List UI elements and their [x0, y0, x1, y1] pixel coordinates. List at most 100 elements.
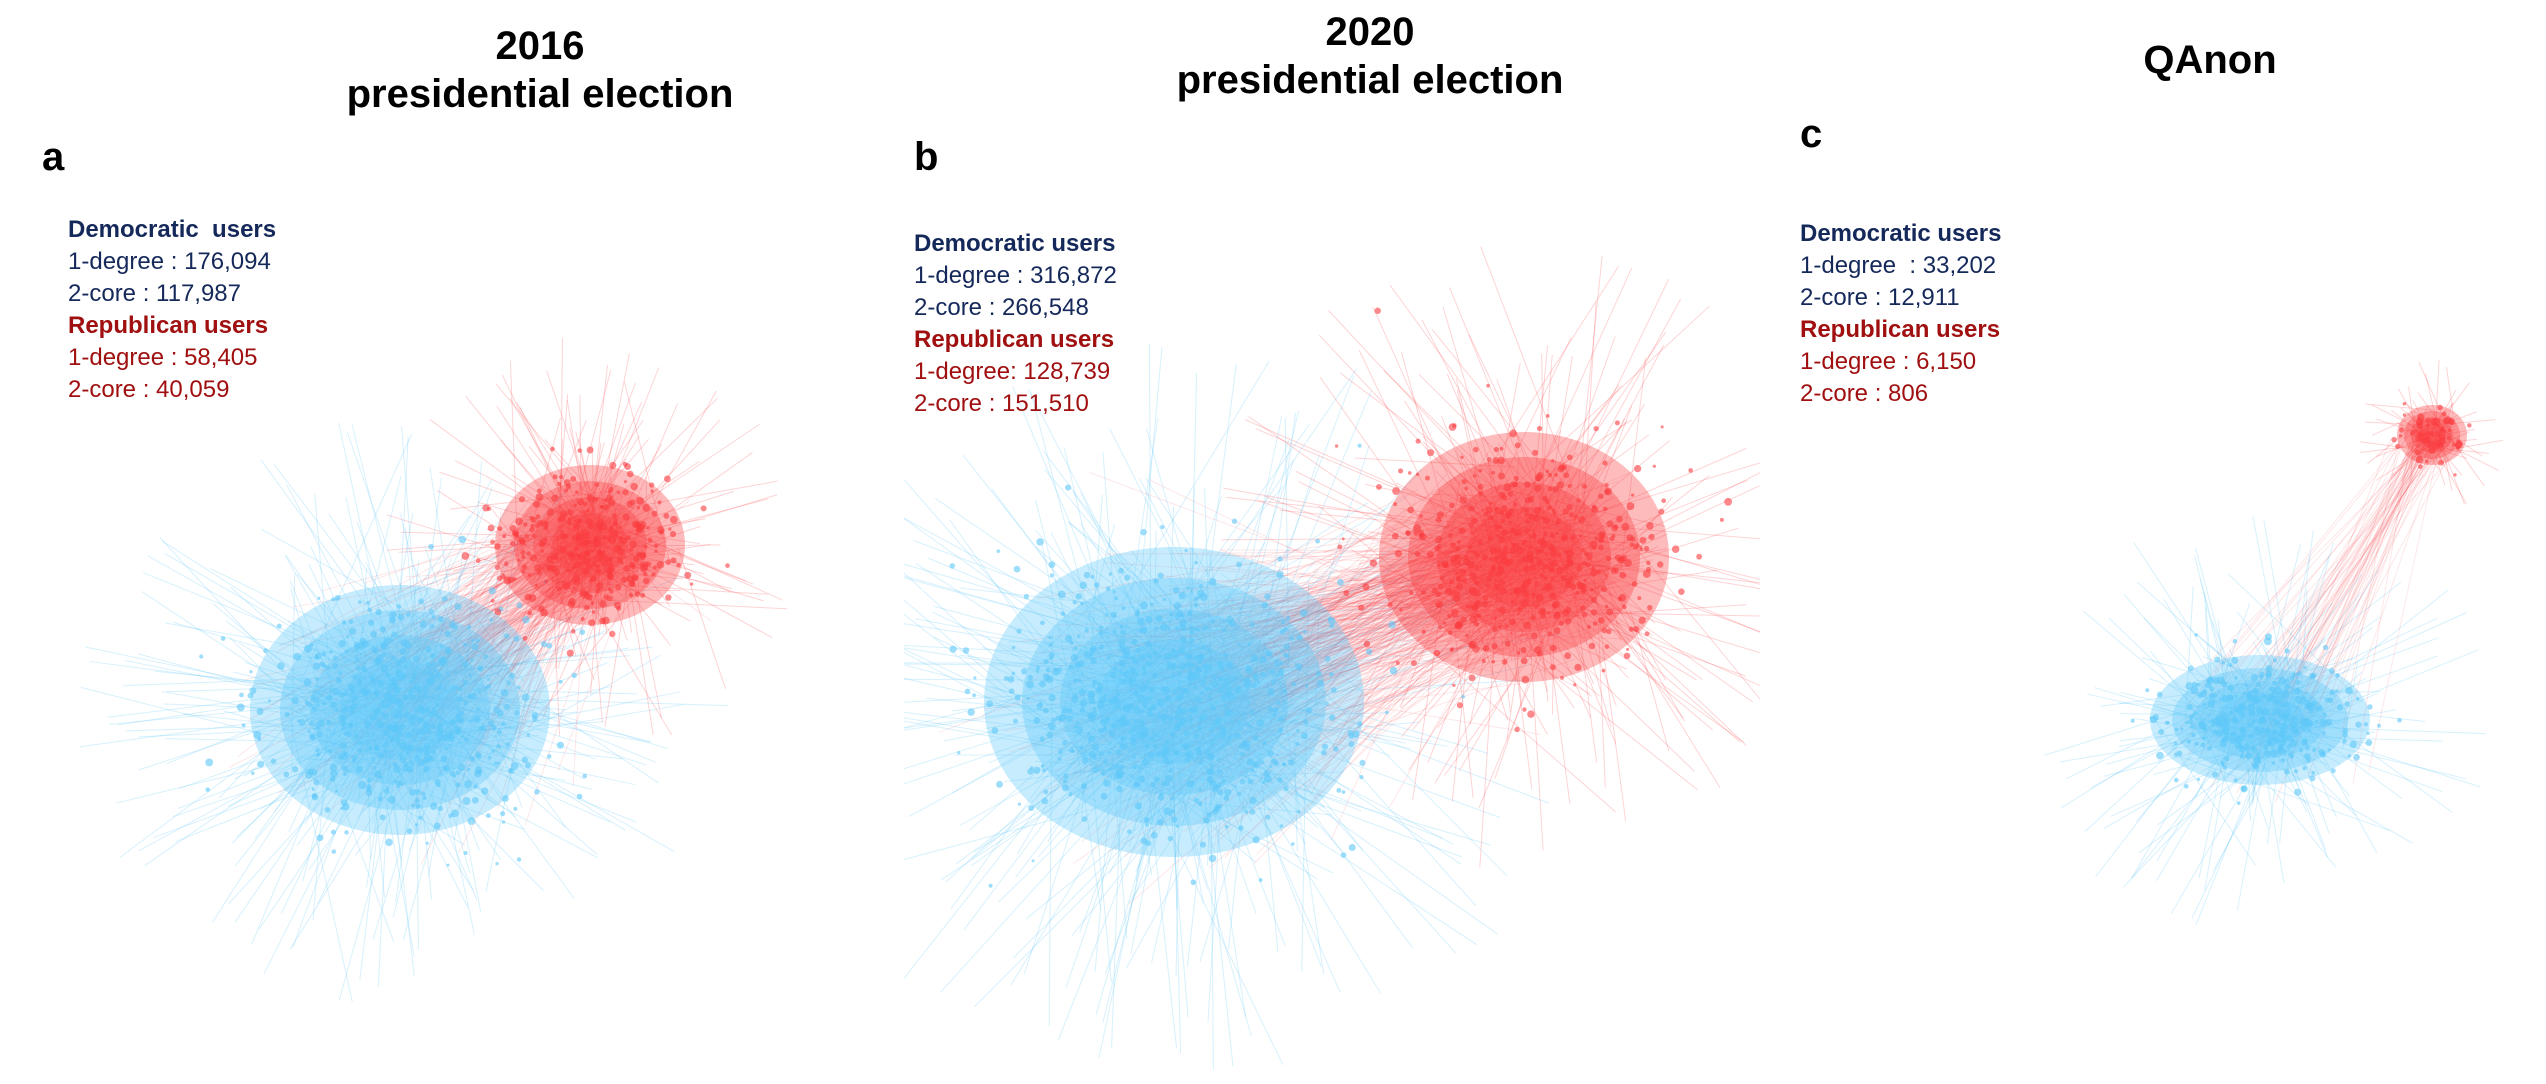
edge — [2277, 737, 2357, 817]
edge — [582, 544, 721, 548]
democratic-node — [391, 631, 398, 638]
republican-node — [1550, 549, 1558, 557]
edge — [1111, 593, 1614, 679]
democratic-node — [1184, 549, 1188, 553]
edge — [1175, 697, 1321, 767]
republican-node — [1468, 545, 1473, 550]
edge — [1228, 595, 1508, 876]
republican-node — [609, 461, 617, 469]
republican-node — [1577, 516, 1586, 524]
democratic-node — [534, 789, 540, 795]
democratic-node — [423, 742, 431, 751]
democratic-node — [1285, 615, 1291, 621]
democratic-node — [321, 663, 327, 669]
democratic-node — [1210, 706, 1215, 711]
edge — [1215, 590, 1546, 756]
republican-node — [573, 545, 579, 551]
edge — [288, 658, 369, 833]
democratic-node — [2187, 718, 2194, 725]
edge — [1306, 571, 1406, 664]
edge — [1538, 510, 1600, 518]
democratic-node — [2173, 741, 2178, 746]
democratic-node — [1137, 720, 1145, 728]
edge — [441, 647, 536, 681]
republican-node — [2422, 432, 2426, 437]
democratic-node — [1096, 681, 1102, 686]
edge — [1142, 542, 1556, 599]
democratic-node — [1116, 785, 1123, 793]
edge — [1511, 582, 1616, 612]
republican-node — [2451, 442, 2456, 447]
democratic-node — [2202, 736, 2206, 741]
edge — [1205, 721, 1329, 779]
democratic-node — [1137, 617, 1146, 626]
republican-node — [1547, 631, 1553, 637]
democratic-node — [2180, 727, 2184, 731]
edge — [2122, 765, 2240, 888]
democratic-node — [1282, 700, 1287, 704]
republican-node — [1455, 583, 1463, 591]
republican-node — [1630, 536, 1636, 542]
republican-node — [626, 470, 634, 478]
edge — [1340, 520, 1526, 652]
democratic-node — [394, 669, 403, 678]
edge — [1205, 556, 1630, 693]
republican-node — [2424, 459, 2429, 464]
republican-node — [1507, 520, 1512, 525]
edge — [524, 557, 614, 825]
edge — [1292, 573, 1425, 732]
democratic-node — [1154, 626, 1159, 631]
democratic-node — [463, 642, 468, 647]
republican-node — [1573, 683, 1577, 687]
democratic-node — [1131, 639, 1138, 646]
edge — [2277, 688, 2324, 703]
edge — [2239, 431, 2435, 720]
democratic-node — [270, 758, 277, 764]
democratic-node — [2273, 719, 2278, 723]
republican-node — [1521, 675, 1530, 684]
edge — [1427, 582, 1499, 764]
republican-node — [1564, 652, 1572, 660]
edge — [2220, 450, 2442, 684]
edge — [1510, 562, 1522, 642]
edge — [1415, 535, 1544, 539]
edge — [469, 515, 600, 728]
democratic-node — [502, 795, 509, 802]
republican-node — [1448, 423, 1457, 431]
democratic-node — [1180, 624, 1187, 632]
edge — [405, 719, 501, 860]
edge — [1233, 539, 1482, 645]
edge — [259, 529, 613, 722]
edge — [904, 772, 1229, 860]
democratic-node — [485, 813, 491, 818]
edge — [477, 560, 604, 648]
edge — [364, 645, 372, 859]
democratic-node — [1013, 718, 1018, 724]
edge — [295, 567, 652, 791]
democratic-node — [1461, 694, 1465, 699]
republican-node — [553, 568, 561, 576]
republican-node — [629, 562, 636, 568]
democratic-node — [1092, 706, 1097, 711]
republican-node — [1493, 446, 1500, 453]
democratic-node — [496, 744, 501, 749]
republican-node — [1556, 566, 1564, 575]
edge — [292, 553, 603, 608]
democratic-node — [1210, 674, 1216, 680]
democratic-node — [305, 718, 310, 722]
edge — [311, 738, 385, 756]
democratic-node — [383, 691, 392, 700]
edge — [1224, 753, 1444, 839]
republican-node — [1433, 649, 1441, 657]
republican-node — [1507, 491, 1514, 497]
edge — [1193, 693, 1234, 1067]
republican-node — [1593, 425, 1599, 432]
democratic-node — [2145, 688, 2150, 693]
edge — [183, 713, 337, 732]
democratic-node — [1223, 691, 1230, 698]
democratic-node — [356, 677, 363, 684]
democratic-node — [522, 616, 530, 624]
republican-node — [1557, 553, 1562, 558]
edge — [1218, 486, 1486, 759]
democratic-node — [1247, 642, 1252, 647]
